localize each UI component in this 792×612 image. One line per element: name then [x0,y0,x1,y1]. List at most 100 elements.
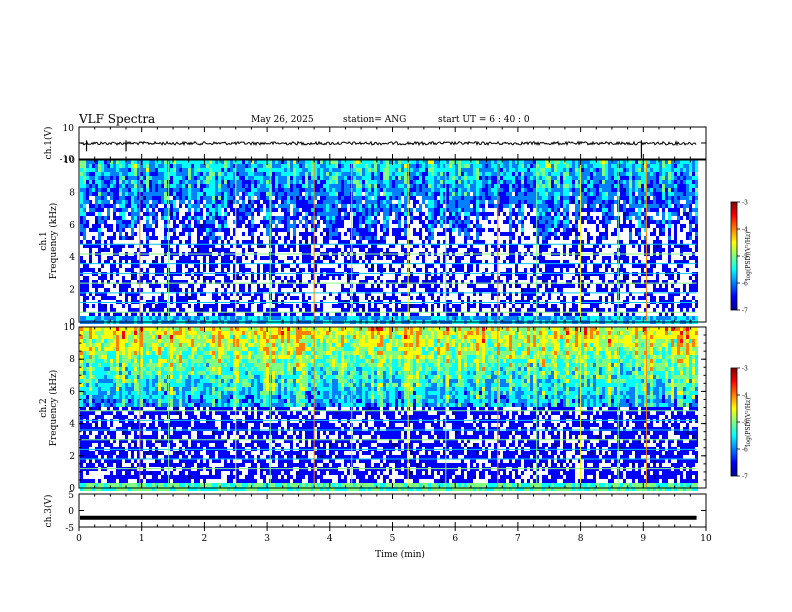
spec-cell [458,256,461,260]
spec-cell [551,316,554,320]
spec-cell [563,212,566,216]
spec-cell [287,196,290,200]
spec-cell [131,184,134,188]
spec-cell [251,240,254,244]
spec-cell [464,276,467,280]
spec-cell [578,280,581,284]
spec-cell [560,284,563,288]
spec-cell [317,220,320,224]
spec-cell [86,288,89,292]
spec-cell [245,308,248,312]
spec-cell [245,160,248,164]
spec-cell [179,220,182,224]
spec-cell [323,188,326,192]
spec-cell [302,304,305,308]
spec-cell [293,216,296,220]
spec-cell [419,172,422,176]
spec-cell [542,184,545,188]
spec-cell [80,224,83,228]
spec-cell [134,276,137,280]
spec-cell [509,196,512,200]
spec-cell [224,176,227,180]
spec-cell [263,200,266,204]
spec-cell [524,164,527,168]
spec-cell [425,308,428,312]
spec-cell [494,288,497,292]
spec-cell [380,288,383,292]
spec-cell [173,288,176,292]
spec-cell [305,256,308,260]
spec-cell [122,216,125,220]
spec-cell [446,200,449,204]
spec-cell [182,164,185,168]
spec-cell [389,316,392,320]
spec-cell [95,160,98,164]
spec-cell [488,176,491,180]
spec-cell [446,228,449,232]
spec-cell [119,200,122,204]
spec-cell [317,164,320,168]
spec-cell [515,224,518,228]
spec-cell [554,212,557,216]
spec-cell [146,268,149,272]
spec-cell [368,292,371,296]
spec-cell [212,184,215,188]
spec-cell [569,284,572,288]
spec-cell [134,204,137,208]
spec-cell [491,168,494,172]
spec-cell [275,232,278,236]
spec-cell [563,244,566,248]
spec-cell [302,268,305,272]
spec-cell [299,160,302,164]
spec-cell [215,196,218,200]
spec-cell [329,204,332,208]
spec-cell [314,248,317,252]
spec-cell [380,316,383,320]
spec-cell [326,232,329,236]
spec-cell [512,232,515,236]
spec-cell [443,176,446,180]
spec-cell [329,236,332,240]
spec-cell [317,184,320,188]
spec-cell [500,160,503,164]
spec-cell [356,272,359,276]
spec-cell [533,232,536,236]
y-tick-label: 0 [69,318,75,328]
spec-cell [428,284,431,288]
spec-cell [203,220,206,224]
spec-cell [575,308,578,312]
spec-cell [212,268,215,272]
spec-cell [521,272,524,276]
spec-cell [368,304,371,308]
spec-cell [302,196,305,200]
spec-cell [173,200,176,204]
spec-cell [464,220,467,224]
spec-cell [89,192,92,196]
spec-cell [563,216,566,220]
spec-cell [428,172,431,176]
spec-cell [434,192,437,196]
spec-cell [533,184,536,188]
spec-cell [176,196,179,200]
spec-cell [548,200,551,204]
spec-cell [521,220,524,224]
spec-cell [239,296,242,300]
spec-cell [347,216,350,220]
spec-cell [530,288,533,292]
spec-cell [218,180,221,184]
spec-cell [257,184,260,188]
spec-cell [143,272,146,276]
spec-cell [533,216,536,220]
spec-cell [521,160,524,164]
spec-cell [578,284,581,288]
spec-cell [356,312,359,316]
spec-cell [104,260,107,264]
spec-cell [458,292,461,296]
spec-cell [527,164,530,168]
spec-cell [458,200,461,204]
spec-cell [572,184,575,188]
spec-cell [533,204,536,208]
spec-cell [455,216,458,220]
spec-cell [248,208,251,212]
spec-cell [188,284,191,288]
